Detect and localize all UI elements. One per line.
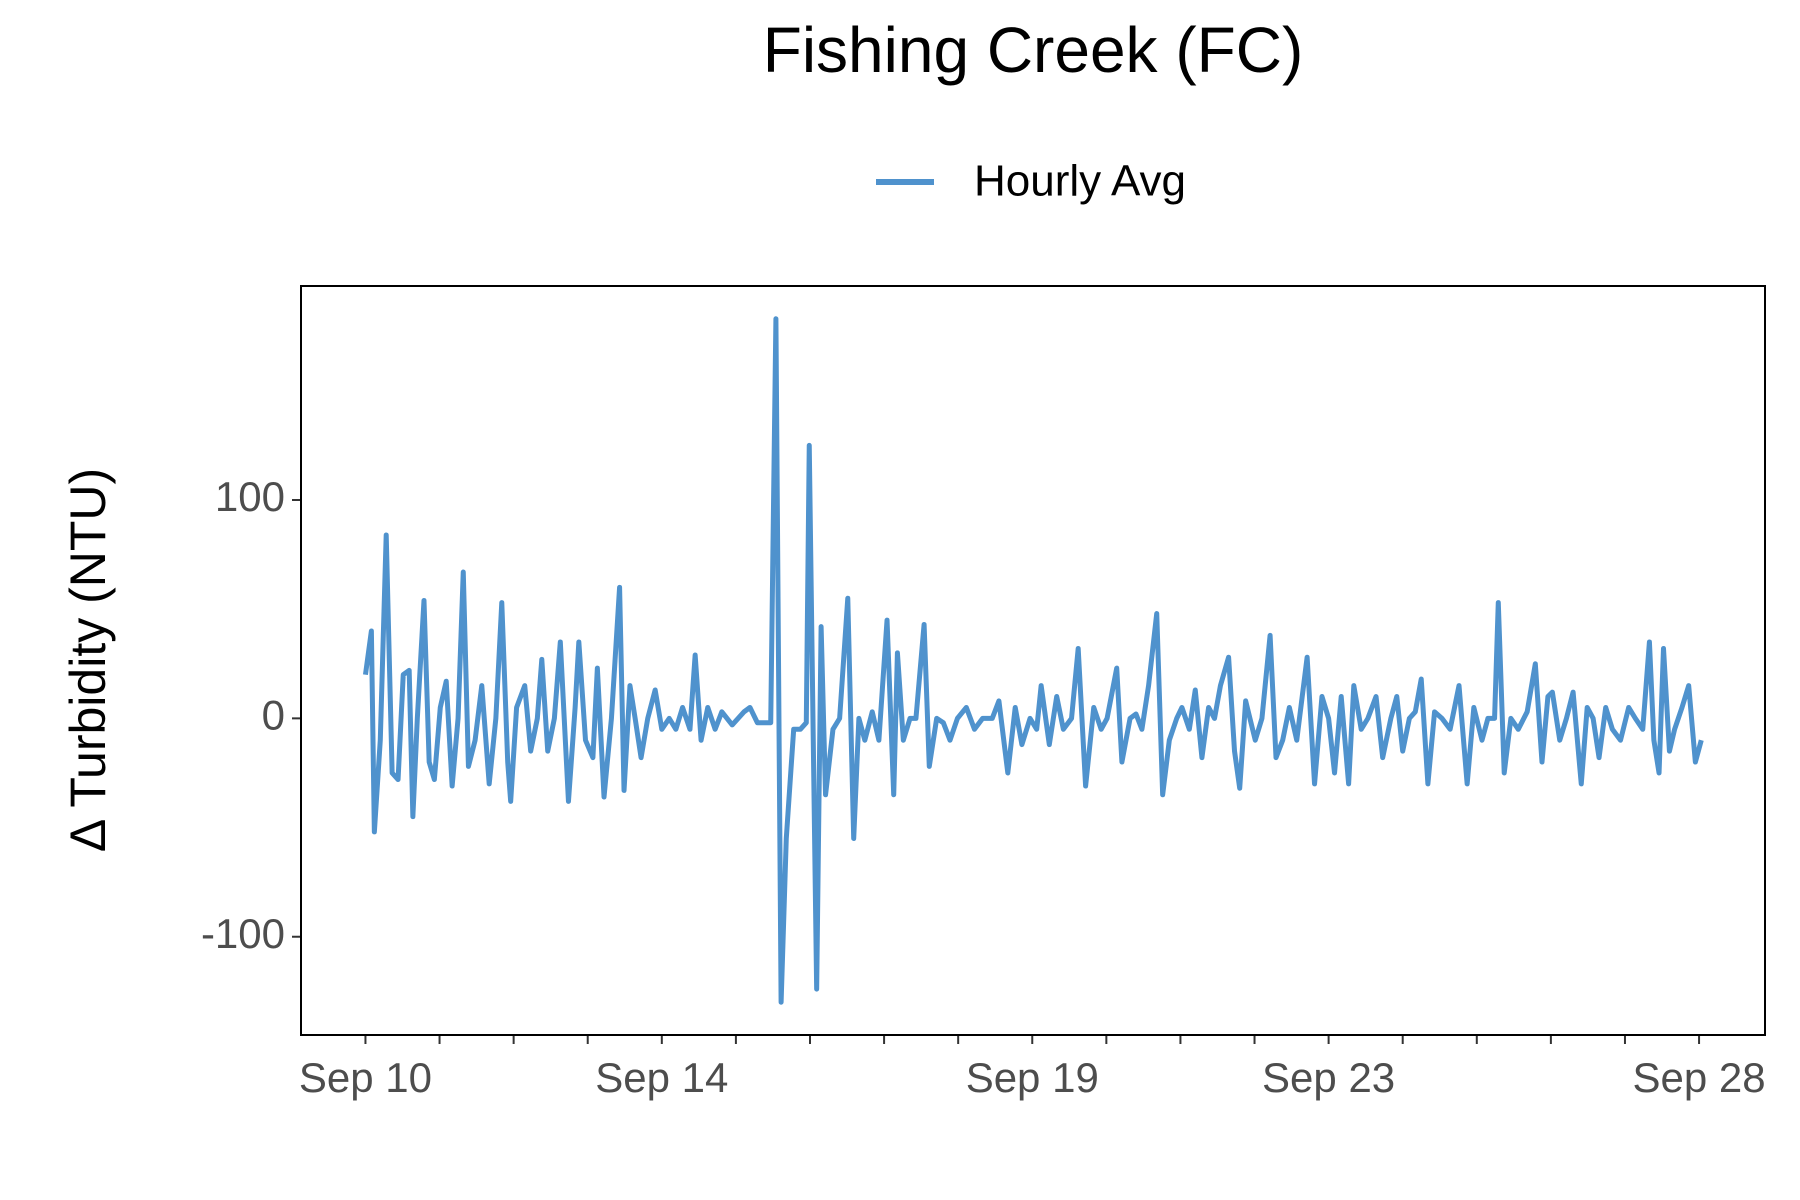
x-tick-label: Sep 28 — [1632, 1054, 1765, 1101]
x-tick-label: Sep 23 — [1262, 1054, 1395, 1101]
y-tick-label: -100 — [201, 910, 285, 957]
x-tick-label: Sep 19 — [966, 1054, 1099, 1101]
plot-frame — [300, 285, 1766, 1036]
y-axis-label: Δ Turbidity (NTU) — [60, 468, 116, 852]
y-tick-label: 100 — [215, 473, 285, 520]
y-tick-label: 0 — [262, 691, 285, 738]
legend-label: Hourly Avg — [974, 157, 1186, 206]
series-line — [362, 316, 1704, 1005]
x-tick-label: Sep 14 — [595, 1054, 728, 1101]
x-tick-label: Sep 10 — [299, 1054, 432, 1101]
chart-title: Fishing Creek (FC) — [763, 14, 1304, 86]
